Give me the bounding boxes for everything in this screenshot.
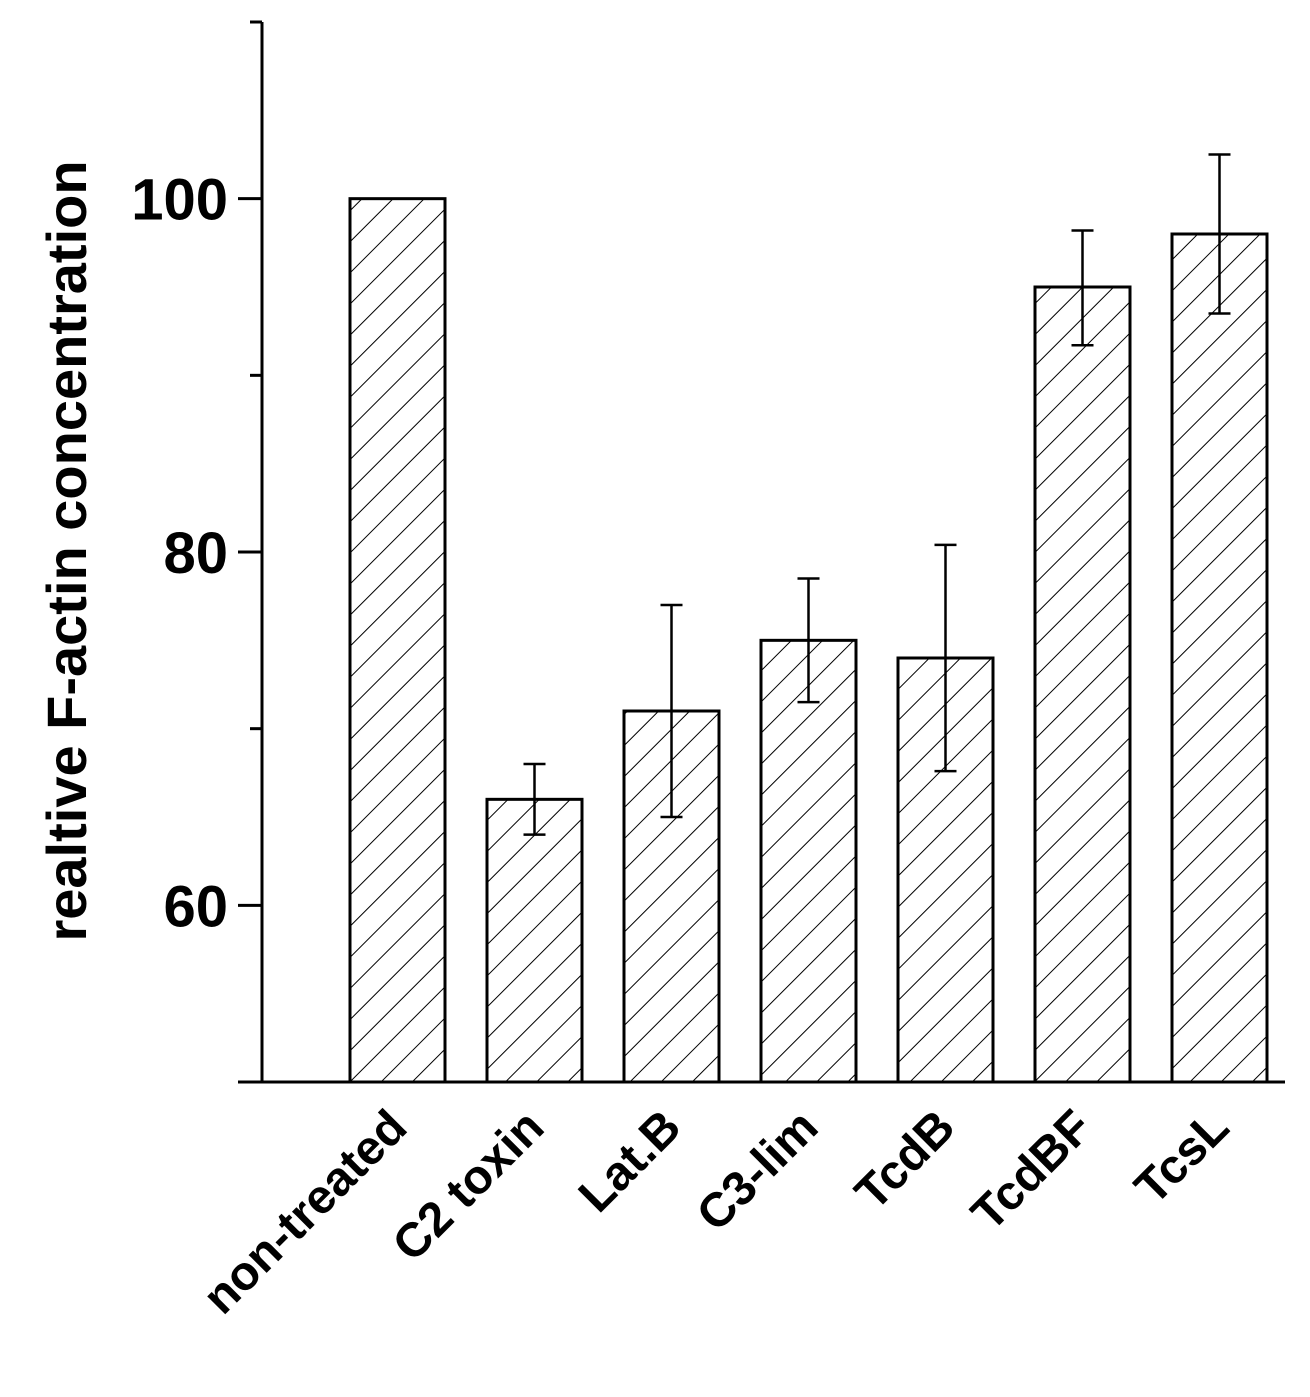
error-bars-group (523, 153, 1231, 836)
error-bar-tcdb (934, 543, 957, 773)
x-tick-label: C3-lim (687, 1100, 828, 1241)
x-tick-label: TcdBF (962, 1100, 1103, 1241)
bar-non-treated (348, 197, 447, 1084)
y-tick-label: 100 (131, 168, 228, 233)
error-bar-lat-b (660, 603, 683, 819)
error-bar-c2-toxin (523, 762, 546, 836)
bars-group (348, 197, 1269, 1084)
x-tick-label: non-treated (193, 1100, 417, 1324)
x-tick-label: C2 toxin (383, 1100, 554, 1271)
bar-c3-lim (759, 638, 858, 1084)
x-tick-label: Lat.B (569, 1100, 691, 1222)
y-tick-label: 60 (163, 874, 228, 939)
x-tick-label: TcdB (845, 1100, 965, 1220)
error-bar-tcdbf (1071, 229, 1094, 347)
bar-c2-toxin (485, 797, 584, 1084)
axes-group (238, 20, 1285, 1084)
y-axis-label: realtive F-actin concentration (35, 160, 98, 941)
error-bar-c3-lim (797, 577, 820, 704)
bar-tcsl (1170, 232, 1269, 1084)
error-bar-tcsl (1208, 153, 1231, 315)
bar-tcdbf (1033, 285, 1132, 1084)
x-tick-label: TcsL (1125, 1100, 1239, 1214)
y-tick-label: 80 (163, 521, 228, 586)
